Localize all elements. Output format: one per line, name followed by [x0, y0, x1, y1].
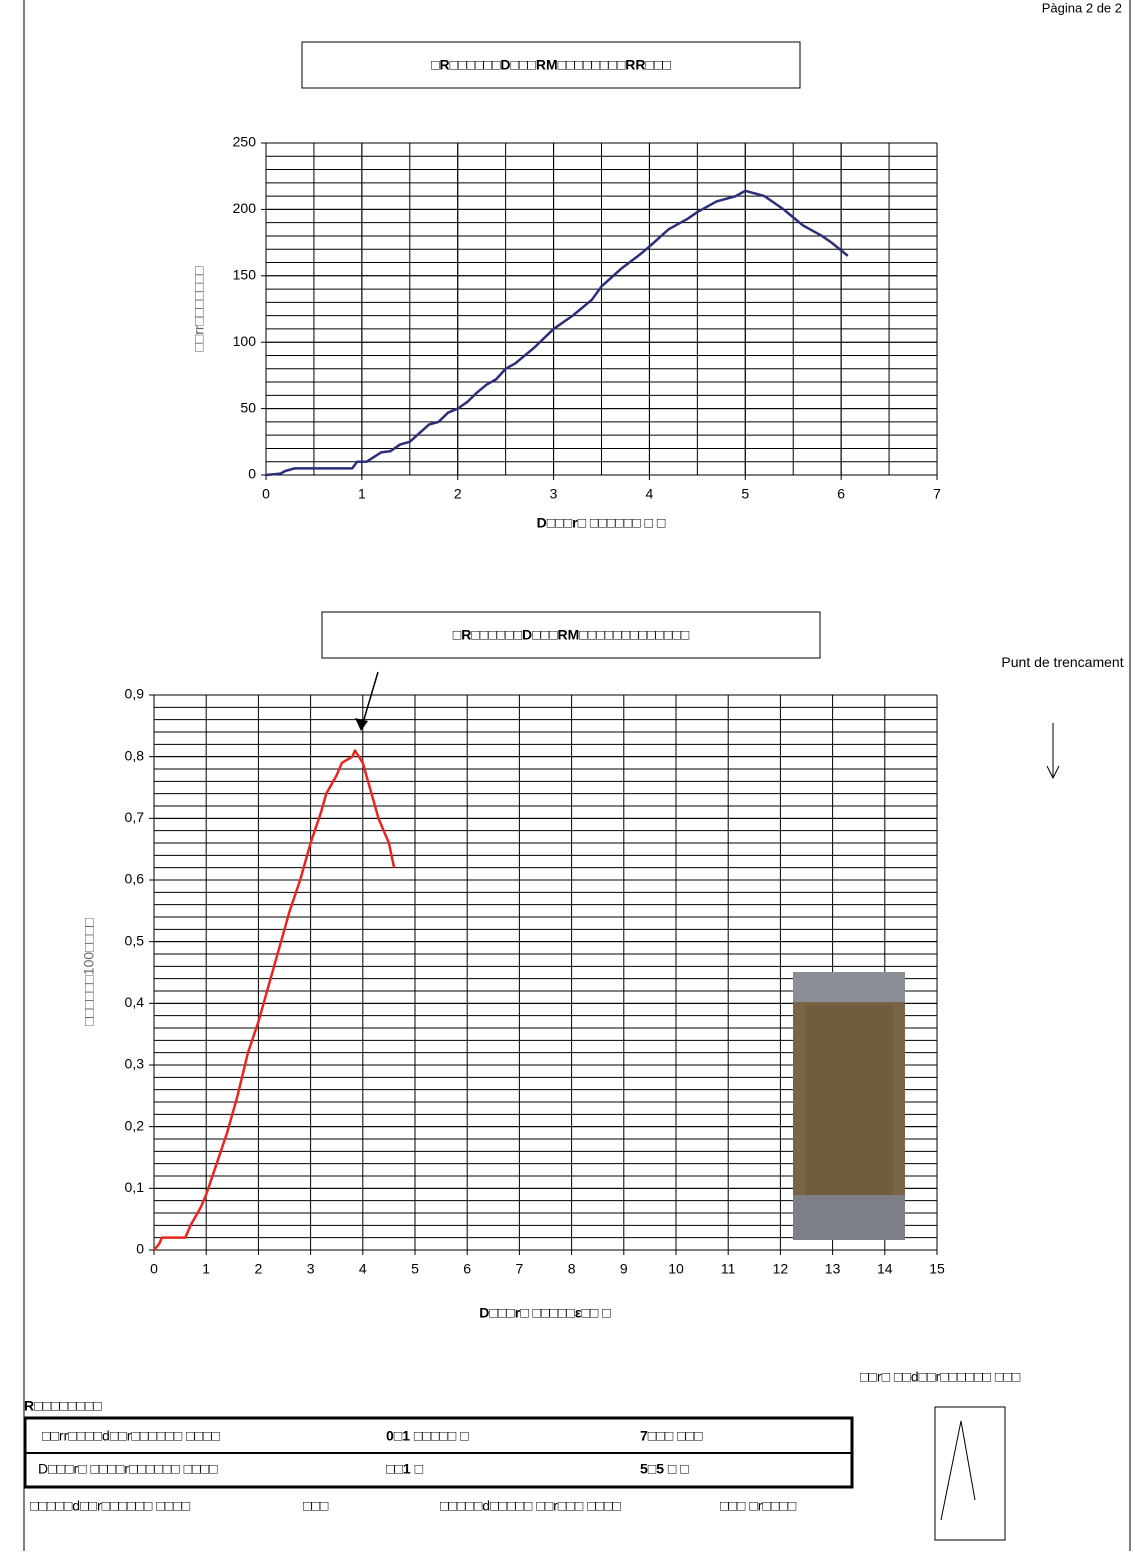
y-tick-label: 0,5: [125, 932, 145, 948]
results-title: R□□□□□□□□: [24, 1398, 102, 1414]
y-tick-label: 0,9: [125, 686, 145, 702]
y-tick-label: 100: [233, 333, 257, 349]
title-box: [301, 41, 801, 89]
sample-photo: [793, 1195, 905, 1240]
table-cell: 5□5 □ □: [640, 1461, 689, 1477]
y-tick-label: 0,2: [125, 1117, 145, 1133]
x-tick-label: 11: [721, 1261, 736, 1277]
chart-title: □R□□□□□□D□□□RM□□□□□□□□RR□□□: [431, 57, 671, 73]
x-tick-label: 13: [825, 1261, 841, 1277]
y-axis-label: □□□□□□100□□□□: [81, 917, 97, 1025]
x-tick-label: 6: [837, 486, 845, 502]
y-tick-label: 0,6: [125, 871, 145, 887]
y-tick-label: 0,4: [125, 994, 145, 1010]
table-cell: D□□□r□ □□□□r□□□□□□ □□□□: [38, 1461, 218, 1477]
x-tick-label: 5: [411, 1261, 419, 1277]
sketch-box: [934, 1406, 1006, 1541]
page-number: Pàgina 2 de 2: [1042, 0, 1122, 15]
x-tick-label: 12: [773, 1261, 789, 1277]
annotation-box: Punt de trencament: [1001, 654, 1124, 670]
annotation-arrow: [1046, 765, 1060, 780]
data-line: [153, 749, 396, 1251]
table-cell: 0□1 □□□□□ □: [386, 1428, 469, 1444]
x-tick-label: 9: [620, 1261, 628, 1277]
footer-text: □□□□□d□□□□□ □□r□□□ □□□□: [440, 1498, 621, 1514]
x-tick-label: 5: [741, 486, 749, 502]
chart-title: □R□□□□□□D□□□RM□□□□□□□□□□□□□: [453, 627, 690, 643]
x-tick-label: 2: [255, 1261, 263, 1277]
x-tick-label: 2: [454, 486, 462, 502]
y-tick-label: 250: [233, 134, 257, 150]
x-tick-label: 6: [463, 1261, 471, 1277]
break-arrow: [355, 718, 368, 731]
y-tick-label: 0,3: [125, 1056, 145, 1072]
sample-photo: [805, 1005, 893, 1195]
break-arrow: [361, 671, 379, 727]
y-tick-label: 0,1: [125, 1179, 145, 1195]
sketch-caption: □□r□ □□d□□r□□□□□□ □□□: [860, 1369, 1021, 1385]
title-box: [321, 611, 821, 659]
x-tick-label: 1: [358, 486, 366, 502]
x-tick-label: 0: [150, 1261, 158, 1277]
x-tick-label: 7: [516, 1261, 524, 1277]
y-tick-label: 0,8: [125, 747, 145, 763]
y-tick-label: 50: [240, 399, 256, 415]
x-axis-label: D□□□r□ □□□□□ε□□ □: [479, 1305, 611, 1321]
x-tick-label: 3: [307, 1261, 315, 1277]
footer-text: □□□ □r□□□□: [720, 1498, 797, 1514]
table-cell: □□1 □: [386, 1461, 424, 1477]
footer-text: □□□□□d□□r□□□□□□ □□□□: [30, 1498, 191, 1514]
sketch: [940, 1420, 976, 1521]
table-cell: □□rr□□□□d□□r□□□□□□ □□□□: [42, 1428, 220, 1444]
footer-text: □□□: [303, 1498, 329, 1514]
annotation: Punt de trencament: [1001, 654, 1124, 670]
x-tick-label: 0: [262, 486, 270, 502]
y-tick-label: 200: [233, 200, 257, 216]
sample-photo: [793, 972, 905, 1002]
x-tick-label: 10: [668, 1261, 684, 1277]
x-tick-label: 7: [933, 486, 941, 502]
data-line: [265, 189, 849, 477]
x-tick-label: 4: [646, 486, 654, 502]
y-tick-label: 0,7: [125, 809, 145, 825]
x-tick-label: 15: [929, 1261, 945, 1277]
x-axis-label: D□□□r□ □□□□□□ □ □: [537, 515, 666, 531]
y-tick-label: 0: [136, 1241, 144, 1257]
x-tick-label: 14: [877, 1261, 893, 1277]
x-tick-label: 1: [202, 1261, 210, 1277]
table-cell: 7□□□ □□□: [640, 1428, 703, 1444]
y-tick-label: 0: [248, 466, 256, 482]
y-axis-label: □□rr□□□□□□□: [191, 266, 207, 352]
x-tick-label: 8: [568, 1261, 576, 1277]
y-tick-label: 150: [233, 267, 257, 283]
x-tick-label: 3: [550, 486, 558, 502]
x-tick-label: 4: [359, 1261, 367, 1277]
